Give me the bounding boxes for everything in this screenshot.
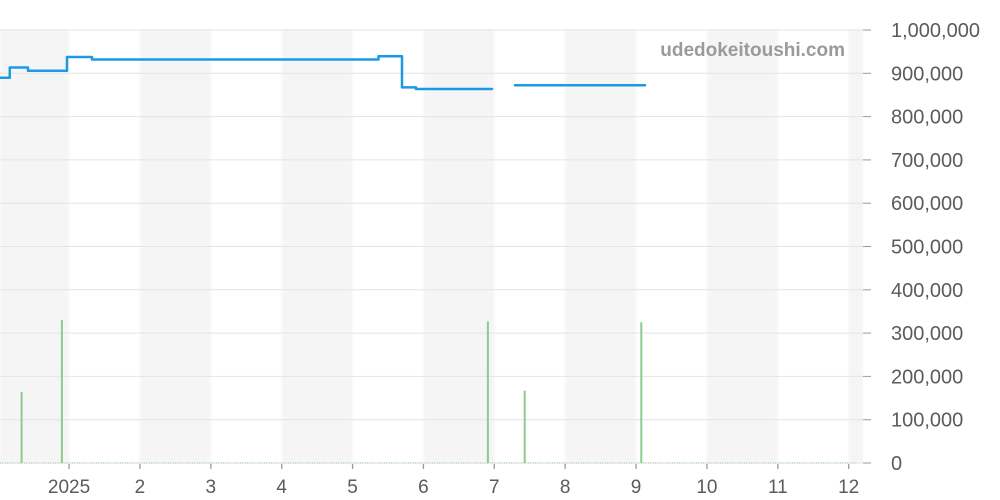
- svg-text:12: 12: [838, 477, 859, 498]
- svg-text:400,000: 400,000: [891, 280, 963, 302]
- svg-text:300,000: 300,000: [891, 323, 963, 345]
- svg-text:10: 10: [696, 477, 717, 498]
- svg-text:1,000,000: 1,000,000: [891, 20, 980, 42]
- svg-text:5: 5: [347, 477, 358, 498]
- svg-text:9: 9: [631, 477, 642, 498]
- svg-text:200,000: 200,000: [891, 366, 963, 388]
- svg-text:800,000: 800,000: [891, 107, 963, 129]
- svg-text:7: 7: [489, 477, 500, 498]
- svg-text:0: 0: [891, 453, 902, 475]
- svg-text:11: 11: [768, 477, 788, 498]
- svg-text:900,000: 900,000: [891, 63, 963, 85]
- svg-text:4: 4: [276, 477, 287, 498]
- svg-text:6: 6: [418, 477, 429, 498]
- svg-text:udedokeitoushi.com: udedokeitoushi.com: [660, 40, 845, 61]
- svg-text:700,000: 700,000: [891, 150, 963, 172]
- svg-text:8: 8: [560, 477, 571, 498]
- svg-text:500,000: 500,000: [891, 237, 963, 259]
- svg-text:2025: 2025: [48, 477, 90, 498]
- svg-text:600,000: 600,000: [891, 193, 963, 215]
- svg-text:2: 2: [135, 477, 146, 498]
- svg-text:100,000: 100,000: [891, 410, 963, 432]
- svg-text:3: 3: [206, 477, 217, 498]
